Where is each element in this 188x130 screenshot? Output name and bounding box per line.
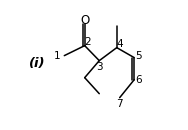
Text: 4: 4 bbox=[116, 39, 123, 49]
Text: O: O bbox=[80, 14, 89, 27]
Text: 3: 3 bbox=[96, 62, 103, 72]
Text: 1: 1 bbox=[54, 51, 60, 61]
Text: 5: 5 bbox=[135, 51, 142, 61]
Text: 6: 6 bbox=[135, 75, 142, 85]
Text: 7: 7 bbox=[116, 99, 123, 109]
Text: (i): (i) bbox=[29, 57, 46, 70]
Text: 2: 2 bbox=[84, 37, 91, 47]
